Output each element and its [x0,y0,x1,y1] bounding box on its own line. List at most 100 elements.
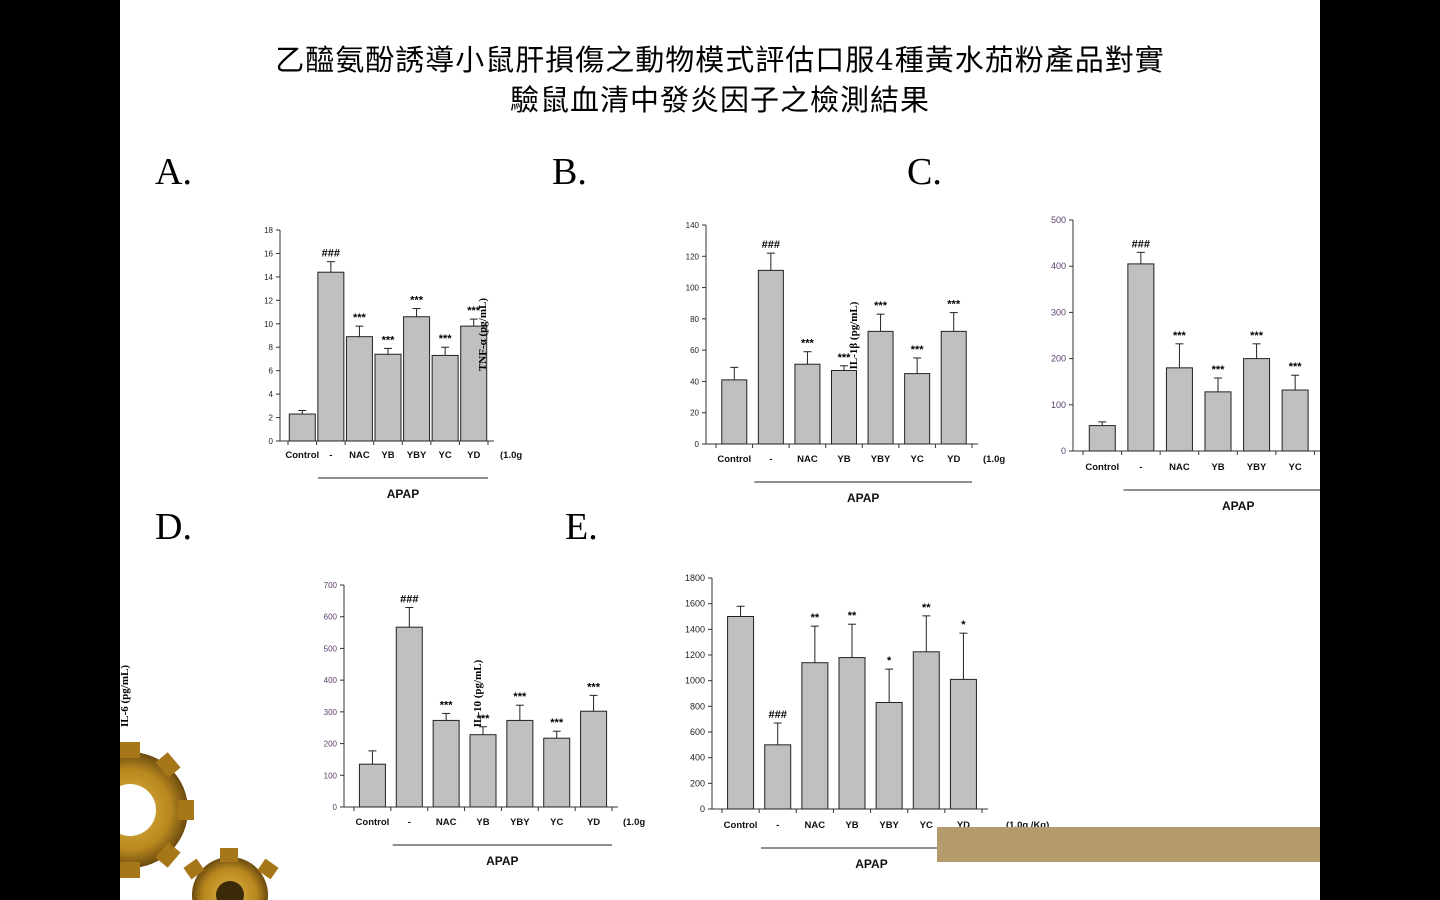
bar-yc [904,373,931,445]
y-tick-label: 0 [695,440,700,449]
significance-label: *** [439,333,453,345]
slide: 乙醯氨酚誘導小鼠肝損傷之動物模式評估口服4種黃水茄粉產品對實 驗鼠血清中發炎因子… [120,0,1320,900]
y-tick-label: 0 [333,803,338,812]
y-axis-label: IL-6 (pg/mL) [120,665,131,727]
significance-label: *** [1212,364,1226,376]
y-tick-label: 10 [264,320,273,329]
slide-title: 乙醯氨酚誘導小鼠肝損傷之動物模式評估口服4種黃水茄粉產品對實 驗鼠血清中發炎因子… [120,40,1320,120]
x-category-label: YB [381,450,394,461]
bar-nac [794,363,821,445]
x-category-label: YB [1211,462,1224,473]
bar-yby [875,701,903,810]
y-tick-label: 600 [324,613,338,622]
y-tick-label: 120 [686,252,700,261]
chart-c-il-1beta: 0 100 200 300 400 500 IL-1β (pg/mL) Control ### -… [848,215,1320,513]
apap-group-label: APAP [855,857,887,871]
bar-yb [1204,391,1232,452]
y-tick-label: 0 [700,804,705,814]
y-tick-label: 500 [1051,215,1066,225]
x-category-label: Control [356,817,390,828]
bar-nac [1165,367,1193,452]
panel-b-label: B. [552,151,587,193]
y-tick-label: 0 [269,437,274,446]
dose-label: (1.0g /Kg) [1006,820,1049,831]
x-category-label: Control [724,820,758,831]
apap-group-label: APAP [486,854,518,868]
bar-control [721,379,748,445]
panel-e-label: E. [565,506,598,548]
y-tick-label: 20 [690,409,699,418]
bar-yd [580,710,608,808]
y-tick-label: 300 [324,708,338,717]
y-tick-label: 200 [690,778,705,788]
x-category-label: - [769,454,772,465]
y-tick-label: 100 [1051,400,1066,410]
y-tick-label: 1800 [685,573,705,583]
x-category-label: YBY [510,817,530,828]
significance-label: ** [811,612,820,624]
significance-label: * [961,619,966,631]
bar-yc [912,651,940,810]
y-axis-label: TNF-α (pg/mL) [477,298,489,371]
significance-label: *** [382,334,396,346]
y-axis-label: IL-10 (pg/mL) [472,659,484,727]
y-tick-label: 14 [264,273,273,282]
significance-label: *** [467,305,481,317]
accent-bar [937,827,1320,862]
x-category-label: NAC [805,820,826,831]
x-category-label: YC [920,820,933,831]
x-category-label: NAC [436,817,457,828]
bar-yby [403,316,431,442]
y-tick-label: 140 [686,221,700,230]
y-tick-label: 2 [269,414,274,423]
x-category-label: YBY [871,454,891,465]
significance-label: *** [477,713,491,725]
y-tick-label: 1000 [685,676,705,686]
bar- [317,271,345,442]
bar-yc [431,354,459,442]
bar-yc [1281,389,1309,452]
slide-title-line-2: 驗鼠血清中發炎因子之檢測結果 [509,83,930,117]
dose-label: (1.0g [623,817,645,828]
significance-label: *** [1250,330,1264,342]
y-tick-label: 500 [324,644,338,653]
slide-title-line-1: 乙醯氨酚誘導小鼠肝損傷之動物模式評估口服4種黃水茄粉產品對實 [275,43,1165,77]
y-tick-label: 400 [324,676,338,685]
x-category-label: - [776,820,779,831]
gear-large [120,742,194,878]
x-category-label: YD [947,454,960,465]
bar-control [727,616,755,810]
chart-e-il-10: 0 200 400 600 800 1000 1200 1400 1600 1800 IL-10 (… [472,573,1049,871]
significance-label: *** [911,344,925,356]
dose-label: (1.0g [500,450,522,461]
y-tick-label: 60 [690,346,699,355]
significance-label: *** [513,691,527,703]
bar- [764,744,792,810]
y-tick-label: 300 [1051,307,1066,317]
x-category-label: - [408,817,411,828]
significance-label: *** [1289,361,1303,373]
significance-label: *** [440,699,454,711]
x-category-label: YD [587,817,600,828]
y-tick-label: 1600 [685,599,705,609]
y-tick-label: 4 [269,390,274,399]
y-tick-label: 16 [264,249,273,258]
significance-label: ### [762,239,780,251]
x-category-label: YBY [879,820,899,831]
y-tick-label: 1400 [685,624,705,634]
y-tick-label: 0 [1061,446,1066,456]
significance-label: ### [769,709,787,721]
x-category-label: YD [957,820,970,831]
bar-control [1088,425,1116,452]
chart-d-il-6: 0 100 200 300 400 500 600 700 IL-6 (pg/mL) Contro… [120,581,645,868]
bar-control [358,763,386,808]
panel-a-label: A. [155,151,192,193]
y-tick-label: 8 [269,343,274,352]
significance-label: *** [874,300,888,312]
y-tick-label: 1200 [685,650,705,660]
x-category-label: NAC [1169,462,1190,473]
y-tick-label: 18 [264,226,273,235]
significance-label: * [887,655,892,667]
x-category-label: NAC [349,450,370,461]
